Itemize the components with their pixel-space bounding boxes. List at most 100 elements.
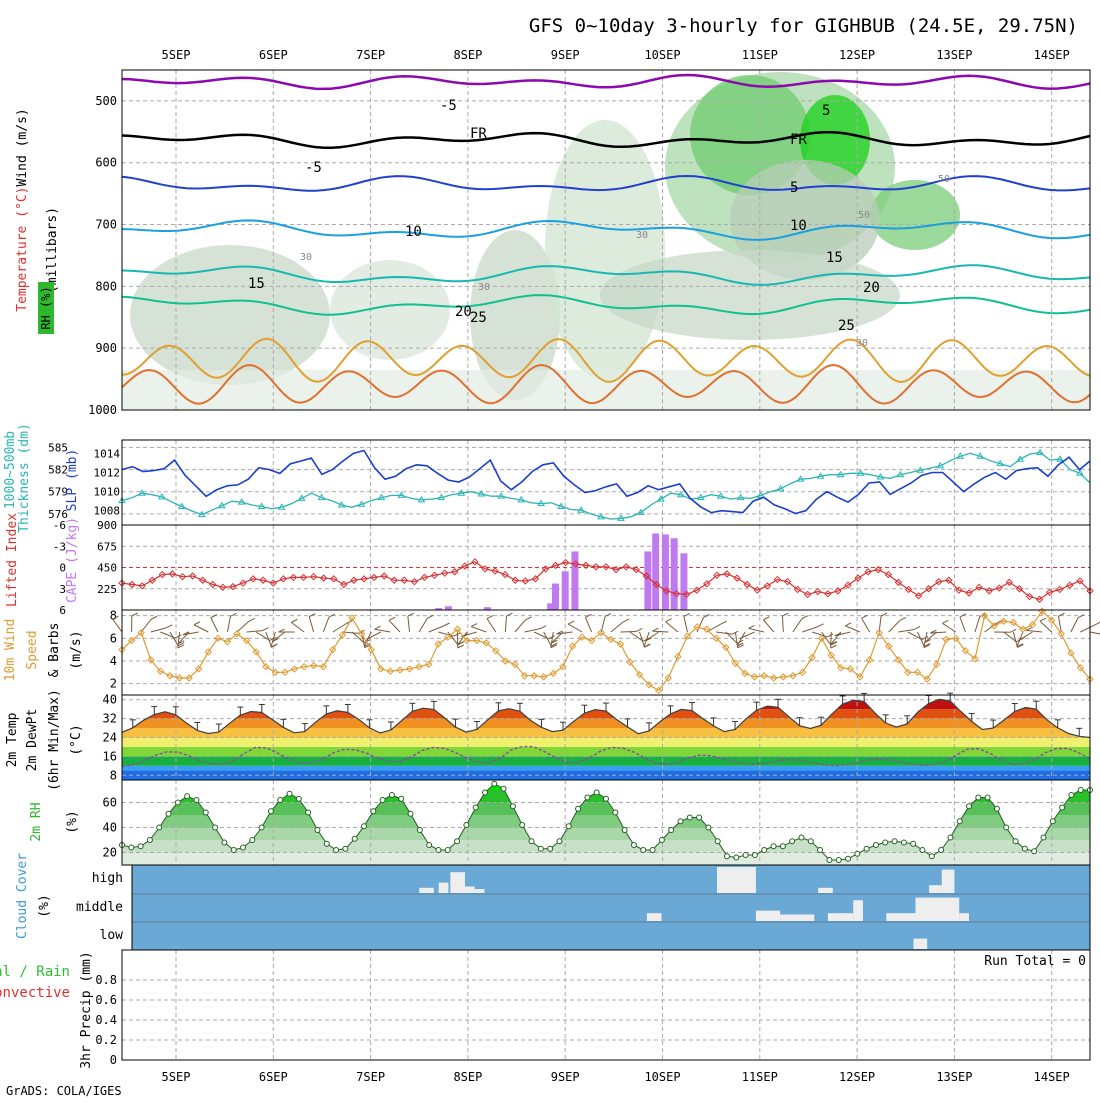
rh-marker [1069, 793, 1074, 798]
wind-barb-flag [151, 616, 157, 619]
date-label-top: 5SEP [162, 48, 191, 62]
y-tick-label: 0.6 [95, 993, 117, 1007]
wind-barb [1071, 618, 1078, 632]
wind-barb-flag [802, 616, 808, 619]
wind-barb-flag [263, 628, 269, 631]
isotherm-label: 10 [405, 224, 422, 240]
isotherm-label: 10 [790, 218, 807, 234]
rh-marker [157, 825, 162, 830]
rh-marker [566, 824, 571, 829]
wind-barb-flag [540, 626, 546, 629]
y-tick-label: 40 [103, 693, 117, 707]
wind-barb [898, 629, 914, 632]
rh-marker [939, 848, 944, 853]
axis-label-part: Temperature (°C) [15, 187, 30, 312]
y-tick-label: 4 [110, 654, 117, 668]
date-label-bottom: 14SEP [1034, 1070, 1070, 1084]
rh-marker [343, 846, 348, 851]
rh-marker [762, 848, 767, 853]
wind-barb-flag [914, 626, 920, 629]
rh-marker [790, 839, 795, 844]
date-label-bottom: 9SEP [551, 1070, 580, 1084]
axis-label: 2m RH [29, 802, 44, 841]
rh-contour-label: 30 [300, 252, 312, 263]
wind-barb [975, 617, 980, 632]
date-label-bottom: 6SEP [259, 1070, 288, 1084]
axis-label: Temperature (°C)Wind (m/s) [15, 108, 30, 312]
isotherm-label: 5 [790, 180, 798, 196]
wind-barb-flag [525, 617, 531, 620]
rh-marker [287, 791, 292, 796]
cloud-level-label: high [92, 871, 123, 886]
wind-barb-flag [166, 625, 172, 628]
wind-barb-flag [568, 621, 574, 624]
axis-label-part: SLP (mb) [65, 449, 80, 512]
axis-label: & Barbs [47, 623, 62, 678]
rh-marker [417, 828, 422, 833]
axis-label-part: & Barbs [47, 623, 62, 678]
isotherm-label: 5 [822, 103, 830, 119]
cloud-cell-high [942, 870, 955, 893]
wind-barb-flag [309, 614, 315, 617]
date-label-top: 12SEP [839, 48, 875, 62]
axis-label-part: (%) [37, 894, 52, 917]
rh-marker [706, 825, 711, 830]
wind-barb [291, 622, 304, 632]
wind-barb-flag [623, 619, 629, 622]
rh-marker [836, 858, 841, 863]
date-label-bottom: 5SEP [162, 1070, 191, 1084]
wind-barb-flag [389, 617, 395, 620]
wind-barb [684, 616, 688, 632]
axis-label-part: (m/s) [69, 630, 84, 669]
rh-marker [752, 853, 757, 858]
wind-barb-flag [818, 624, 824, 627]
y-tick-label: 0 [110, 1053, 117, 1067]
run-total-label: Run Total = 0 [984, 954, 1086, 969]
cloud-cell-middle [915, 898, 959, 921]
y-tick-label: 500 [95, 94, 117, 108]
axis-label: (millibars) [45, 207, 60, 293]
wind-barb [429, 626, 444, 632]
wind-barb-flag [845, 623, 851, 626]
rh-marker [920, 848, 925, 853]
date-label-bottom: 7SEP [356, 1070, 385, 1084]
wind-barb [845, 626, 860, 632]
wind-barb [237, 621, 249, 632]
rh-marker [315, 828, 320, 833]
wind-barb [862, 618, 870, 632]
date-label-bottom: 11SEP [742, 1070, 778, 1084]
rh-marker [929, 854, 934, 859]
rh-color-band [122, 828, 1090, 841]
wind-barb [113, 619, 122, 632]
rh-marker [538, 846, 543, 851]
axis-label: 2m DewPt [25, 709, 40, 772]
slp-tick-label: 1014 [94, 447, 121, 460]
wind-barb [611, 622, 623, 632]
isotherm-label: -5 [440, 98, 457, 114]
cloud-cell-high [450, 872, 465, 893]
wind-barb [389, 620, 400, 632]
temp-color-band [122, 747, 1090, 756]
footer-credit: GrADS: COLA/IGES [6, 1084, 122, 1098]
rh-marker [213, 825, 218, 830]
wind-barb-flag [827, 634, 833, 637]
rh-contour-label: 50 [938, 174, 950, 185]
wind-barb [666, 622, 678, 632]
wind-barb [471, 627, 486, 632]
wind-barb-flag [666, 619, 672, 622]
rh-marker [445, 848, 450, 853]
cape-tick-label: 675 [97, 540, 117, 553]
axis-label: (%) [37, 894, 52, 917]
precip-legend-total: Total / Rain [0, 964, 70, 980]
axis-label-part: 10m Wind [3, 619, 18, 682]
wind-barb-flag [900, 617, 906, 620]
rh-color-band [122, 803, 1090, 816]
wind-barb [505, 616, 506, 632]
axis-label: (m/s) [69, 630, 84, 669]
rh-marker [324, 841, 329, 846]
date-label-bottom: 13SEP [936, 1070, 972, 1084]
rh-marker [864, 846, 869, 851]
rh-marker [464, 823, 469, 828]
